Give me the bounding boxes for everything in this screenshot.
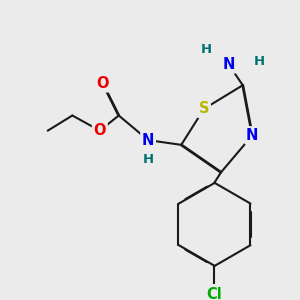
Text: O: O <box>94 123 106 138</box>
Text: Cl: Cl <box>206 287 222 300</box>
Text: H: H <box>201 43 212 56</box>
Text: S: S <box>199 101 209 116</box>
Text: N: N <box>246 128 258 143</box>
Text: N: N <box>142 133 154 148</box>
Text: H: H <box>253 55 264 68</box>
Text: H: H <box>142 153 154 166</box>
Text: O: O <box>96 76 109 91</box>
Text: N: N <box>222 57 235 72</box>
